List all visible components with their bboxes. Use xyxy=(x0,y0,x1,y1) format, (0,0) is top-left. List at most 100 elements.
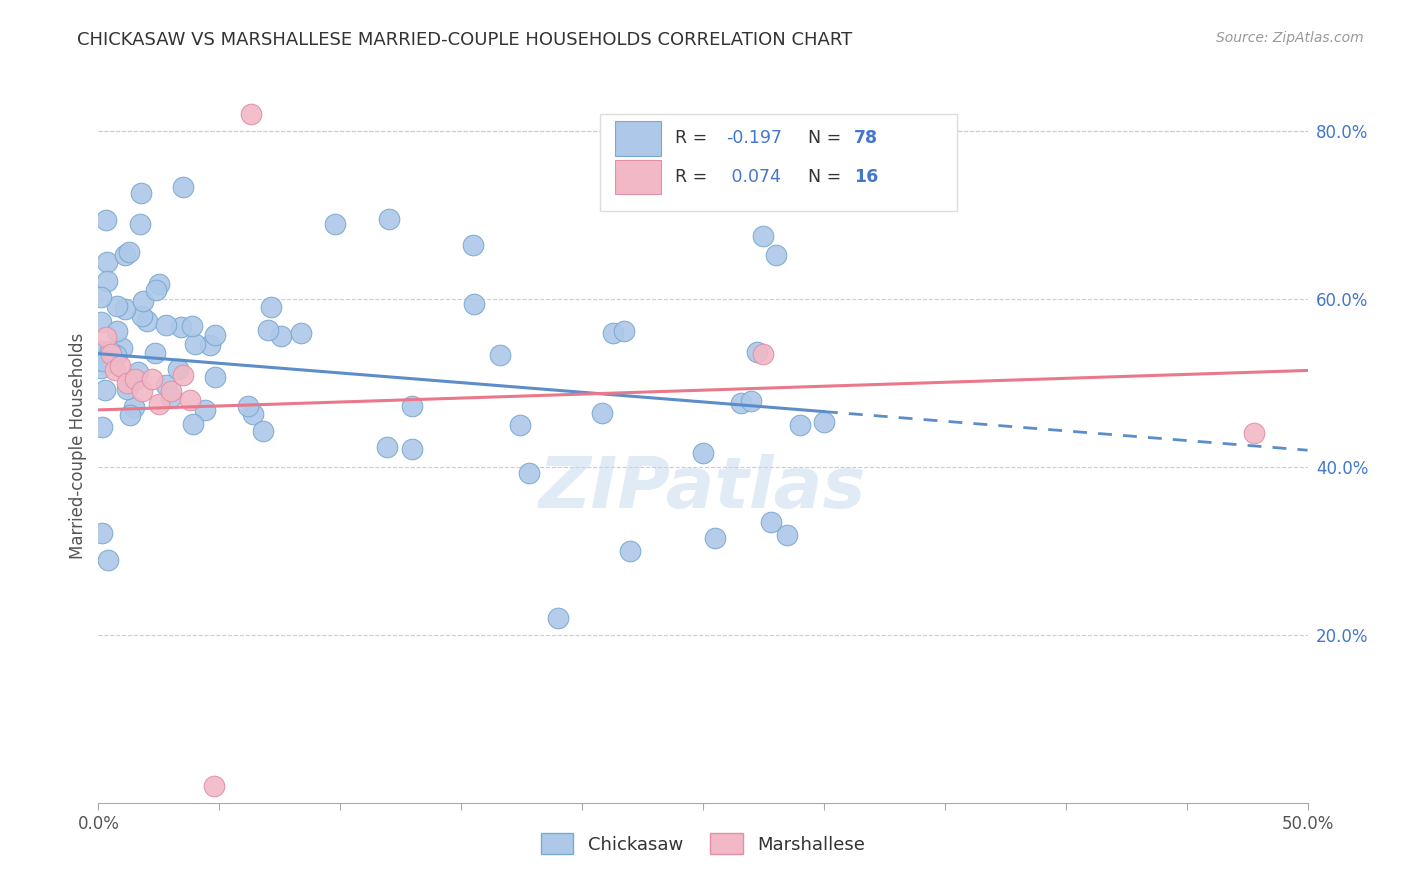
FancyBboxPatch shape xyxy=(614,160,661,194)
Point xyxy=(160,384,183,399)
Point xyxy=(401,399,423,413)
Point xyxy=(172,180,194,194)
Text: R =: R = xyxy=(675,168,713,186)
Point xyxy=(463,297,485,311)
Text: -0.197: -0.197 xyxy=(725,129,782,147)
Point xyxy=(1243,426,1265,441)
Point xyxy=(547,611,569,625)
FancyBboxPatch shape xyxy=(614,121,661,155)
Text: 78: 78 xyxy=(855,129,879,147)
Point xyxy=(256,323,278,337)
Point xyxy=(141,372,163,386)
Point xyxy=(204,327,226,342)
Point xyxy=(117,382,139,396)
Point xyxy=(94,330,117,344)
Point xyxy=(184,337,207,351)
Point xyxy=(100,346,122,360)
Point xyxy=(96,274,118,288)
Point xyxy=(602,326,624,340)
Text: R =: R = xyxy=(675,129,713,147)
Point xyxy=(776,528,799,542)
Point xyxy=(131,309,153,323)
Point xyxy=(90,290,112,304)
Point xyxy=(159,390,181,404)
Point xyxy=(752,346,775,360)
Point xyxy=(148,277,170,291)
Point xyxy=(813,415,835,429)
Point xyxy=(143,346,166,360)
Text: 16: 16 xyxy=(855,168,879,186)
Point xyxy=(131,384,153,399)
Legend: Chickasaw, Marshallese: Chickasaw, Marshallese xyxy=(534,826,872,862)
Point xyxy=(375,440,398,454)
Point xyxy=(132,293,155,308)
Point xyxy=(90,315,112,329)
Point xyxy=(148,397,170,411)
Point xyxy=(124,372,146,386)
Point xyxy=(252,424,274,438)
Point xyxy=(377,212,399,227)
Point xyxy=(242,407,264,421)
Point xyxy=(619,544,641,558)
Point xyxy=(730,396,752,410)
Point xyxy=(105,325,128,339)
Point xyxy=(145,283,167,297)
Point xyxy=(170,319,193,334)
Point xyxy=(765,248,787,262)
Text: Source: ZipAtlas.com: Source: ZipAtlas.com xyxy=(1216,31,1364,45)
Text: ZIPatlas: ZIPatlas xyxy=(540,454,866,524)
Point xyxy=(108,359,131,374)
Point xyxy=(91,420,114,434)
Text: 0.074: 0.074 xyxy=(725,168,780,186)
Point xyxy=(181,417,204,431)
Point xyxy=(260,300,283,314)
Point xyxy=(172,368,194,382)
Point xyxy=(94,213,117,227)
Point xyxy=(90,360,112,375)
Point xyxy=(118,408,141,422)
Point xyxy=(236,400,259,414)
Point xyxy=(198,338,221,352)
Point xyxy=(325,217,347,231)
Point xyxy=(127,365,149,379)
Point xyxy=(155,318,177,333)
Point xyxy=(489,348,512,362)
Point xyxy=(591,406,613,420)
Point xyxy=(114,248,136,262)
Point xyxy=(704,532,727,546)
Point xyxy=(94,383,117,397)
Point xyxy=(179,392,201,407)
Point xyxy=(90,525,112,540)
Point xyxy=(167,362,190,376)
Point xyxy=(129,186,152,200)
Y-axis label: Married-couple Households: Married-couple Households xyxy=(69,333,87,559)
Point xyxy=(789,418,811,433)
Point xyxy=(111,341,134,355)
Point xyxy=(517,467,540,481)
Point xyxy=(96,255,118,269)
Point xyxy=(194,403,217,417)
FancyBboxPatch shape xyxy=(600,114,957,211)
Point xyxy=(105,348,128,362)
Point xyxy=(118,245,141,260)
Point xyxy=(239,107,262,121)
Point xyxy=(122,400,145,414)
Point xyxy=(135,313,157,327)
Text: CHICKASAW VS MARSHALLESE MARRIED-COUPLE HOUSEHOLDS CORRELATION CHART: CHICKASAW VS MARSHALLESE MARRIED-COUPLE … xyxy=(77,31,852,49)
Point xyxy=(759,515,782,529)
Point xyxy=(114,301,136,316)
Point xyxy=(204,369,226,384)
Point xyxy=(91,354,114,368)
Point xyxy=(104,363,127,377)
Point xyxy=(181,319,204,334)
Point xyxy=(117,376,139,390)
Point xyxy=(97,553,120,567)
Point xyxy=(463,237,485,252)
Point xyxy=(752,229,775,244)
Point xyxy=(98,344,121,359)
Point xyxy=(290,326,312,340)
Point xyxy=(90,343,112,358)
Point xyxy=(129,217,152,231)
Point xyxy=(401,442,423,456)
Point xyxy=(270,329,292,343)
